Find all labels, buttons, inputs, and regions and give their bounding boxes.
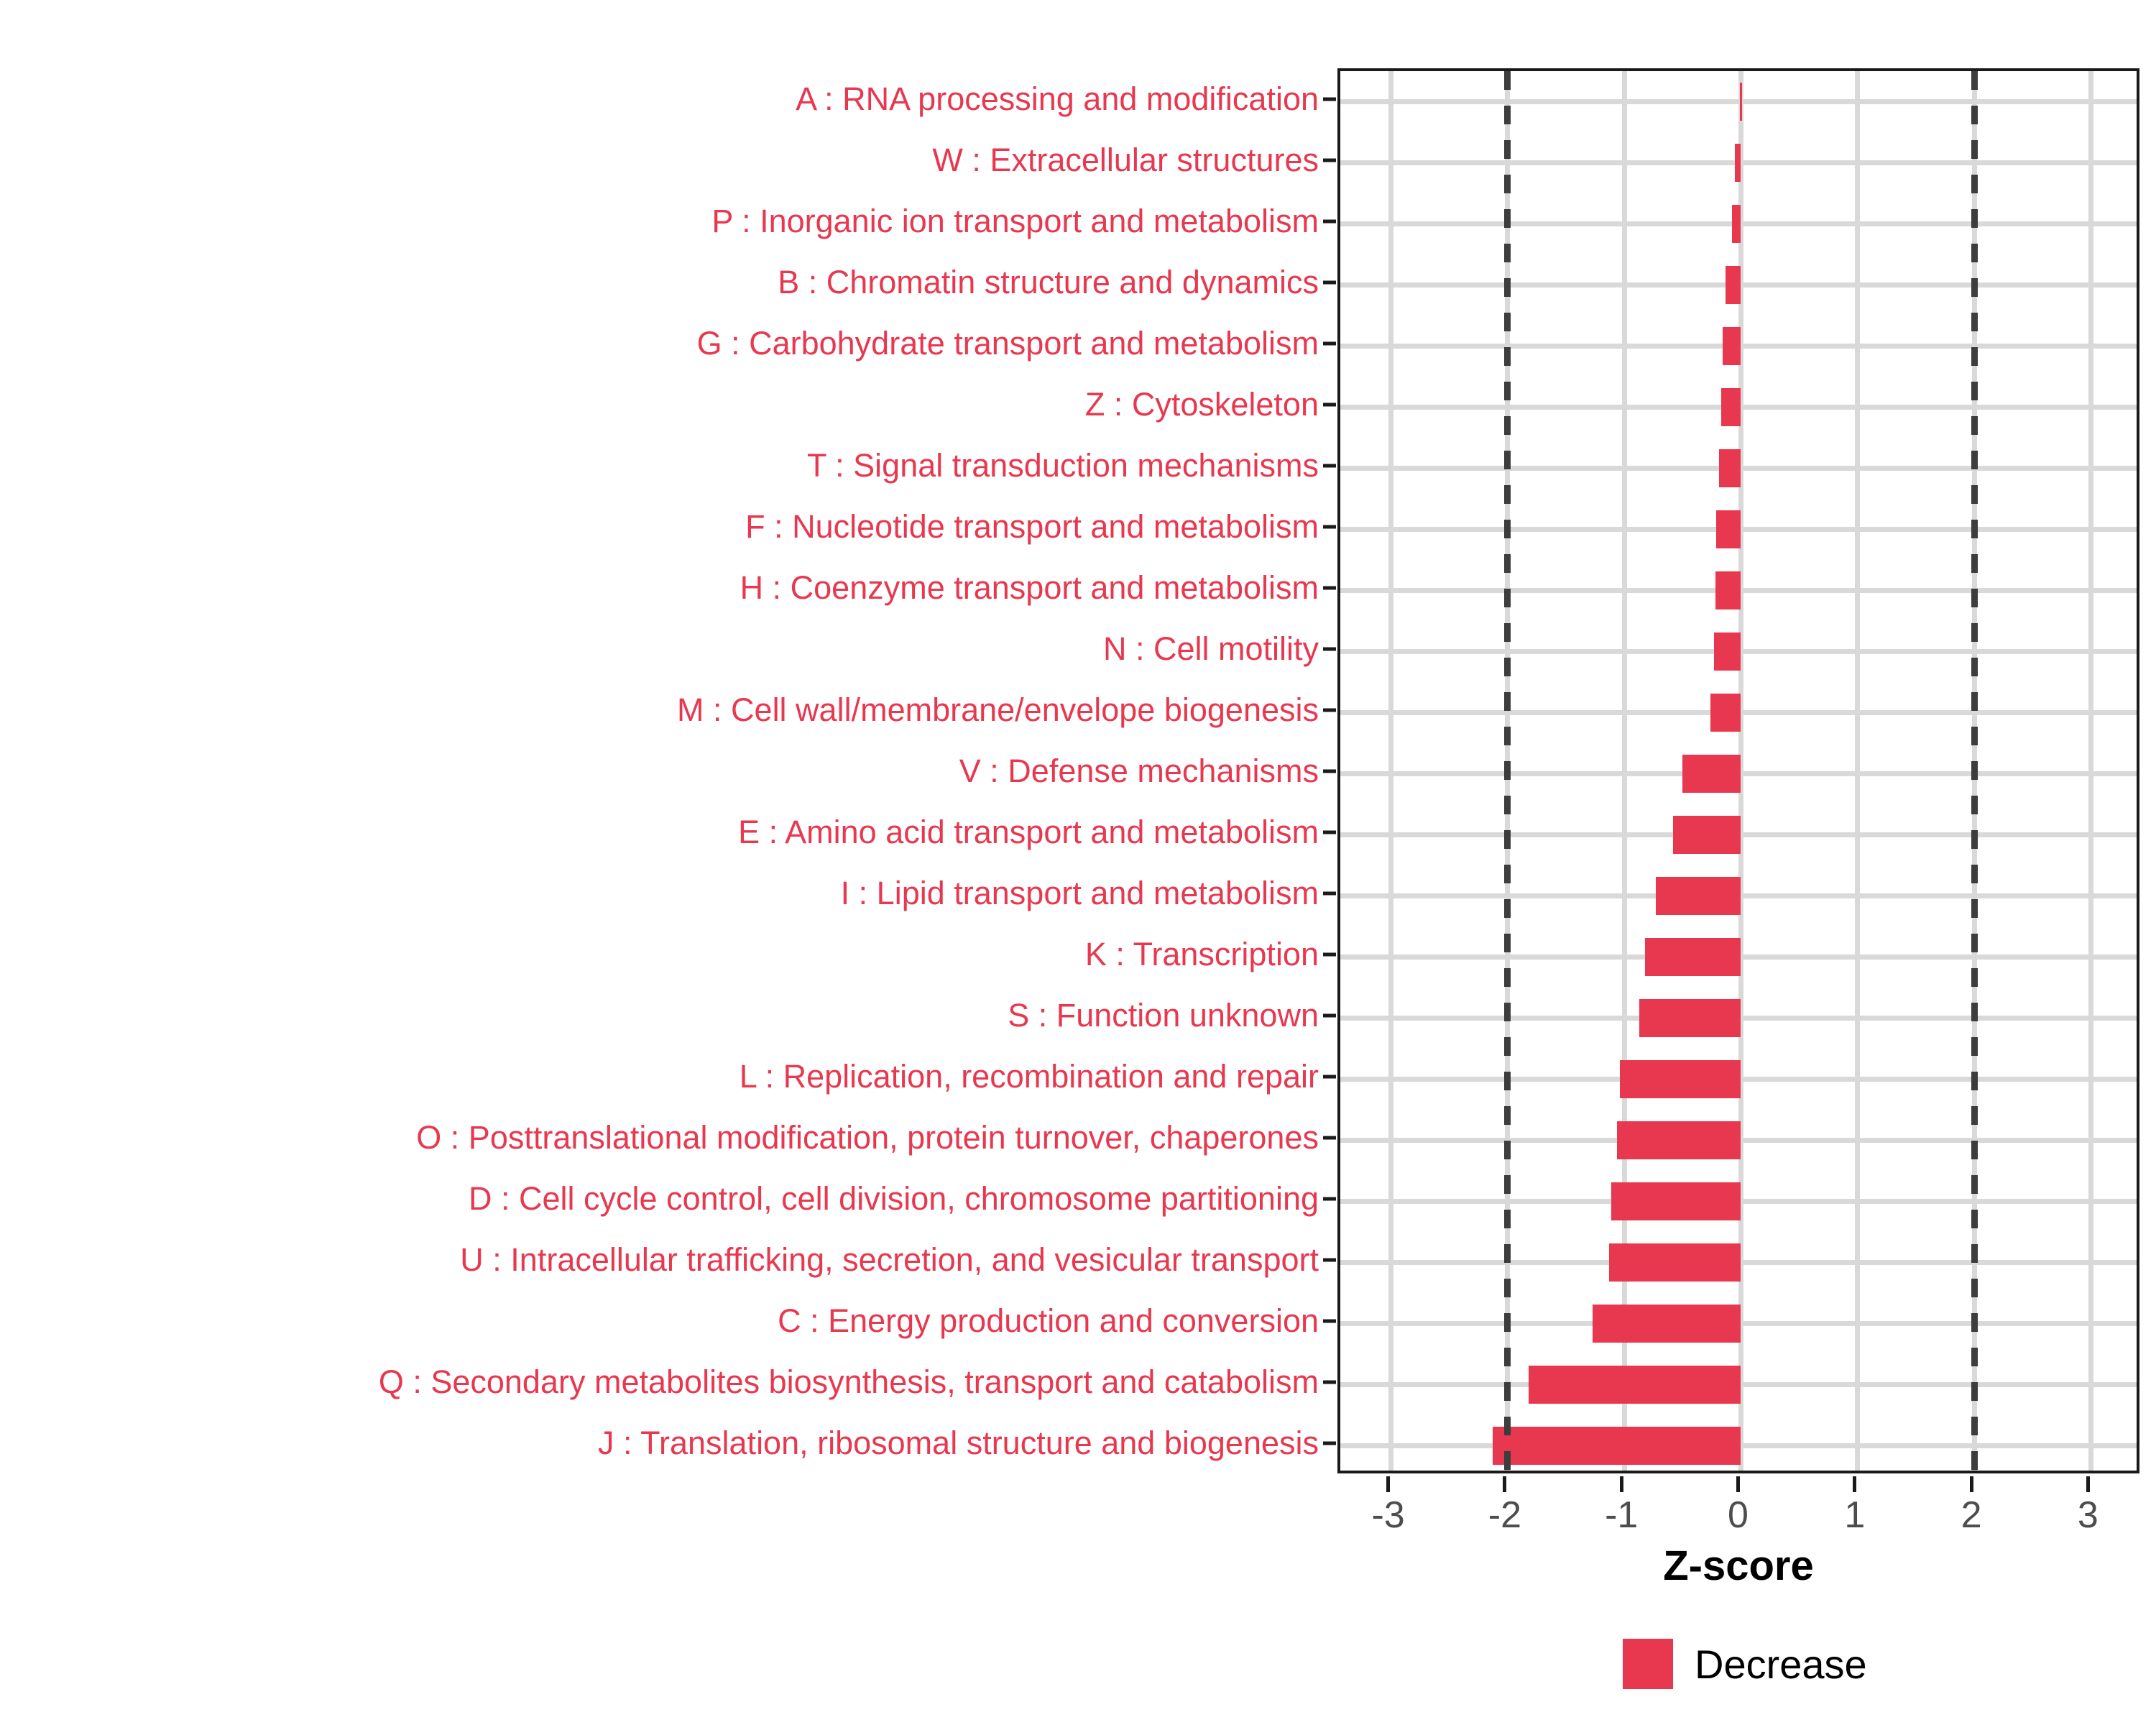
y-axis-label: D : Cell cycle control, cell division, c… bbox=[469, 1179, 1319, 1217]
bar bbox=[1609, 1243, 1741, 1282]
y-axis-label: L : Replication, recombination and repai… bbox=[739, 1057, 1319, 1095]
y-axis-label: H : Coenzyme transport and metabolism bbox=[740, 569, 1319, 606]
bar bbox=[1715, 571, 1741, 610]
y-axis-tick bbox=[1323, 402, 1336, 406]
x-axis-tick bbox=[1853, 1476, 1857, 1492]
y-axis-label: Q : Secondary metabolites biosynthesis, … bbox=[378, 1363, 1319, 1400]
y-axis-label: S : Function unknown bbox=[1008, 996, 1319, 1034]
y-axis-tick bbox=[1323, 1136, 1336, 1139]
y-axis-tick bbox=[1323, 830, 1336, 834]
x-axis-tick bbox=[1386, 1476, 1391, 1492]
x-axis-tick-label: 3 bbox=[2077, 1494, 2099, 1536]
bar bbox=[1722, 327, 1741, 365]
y-axis-label: F : Nucleotide transport and metabolism bbox=[745, 507, 1319, 545]
x-axis-tick-label: 0 bbox=[1728, 1494, 1749, 1536]
horizontal-gridline bbox=[1340, 99, 2137, 104]
y-axis-label: T : Signal transduction mechanisms bbox=[806, 446, 1319, 484]
bar bbox=[1619, 1060, 1741, 1098]
bar bbox=[1645, 938, 1741, 976]
y-axis-tick bbox=[1323, 1441, 1336, 1445]
x-axis-tick-label: 2 bbox=[1961, 1494, 1982, 1536]
bar bbox=[1718, 449, 1741, 487]
legend: Decrease bbox=[1623, 1639, 1867, 1689]
bar bbox=[1639, 999, 1741, 1037]
y-axis-label: N : Cell motility bbox=[1102, 630, 1319, 667]
y-axis-tick bbox=[1323, 952, 1336, 956]
bar bbox=[1492, 1427, 1741, 1465]
threshold-line bbox=[1971, 71, 1978, 1471]
y-axis-tick bbox=[1323, 1075, 1336, 1078]
y-axis-tick bbox=[1323, 1013, 1336, 1017]
x-axis-tick bbox=[1969, 1476, 1973, 1492]
y-axis-label: I : Lipid transport and metabolism bbox=[840, 874, 1319, 911]
bar bbox=[1710, 694, 1741, 732]
bar bbox=[1731, 205, 1741, 243]
y-axis-label: U : Intracellular trafficking, secretion… bbox=[460, 1241, 1319, 1278]
y-axis-tick bbox=[1323, 1319, 1336, 1322]
bar bbox=[1656, 877, 1741, 915]
bar bbox=[1682, 755, 1741, 793]
x-axis-tick-label: -1 bbox=[1605, 1494, 1639, 1536]
plot-panel bbox=[1337, 68, 2139, 1473]
bar bbox=[1726, 266, 1741, 304]
y-axis-label: P : Inorganic ion transport and metaboli… bbox=[711, 202, 1319, 239]
y-axis-label: K : Transcription bbox=[1084, 935, 1319, 972]
x-axis-tick bbox=[1619, 1476, 1623, 1492]
y-axis-tick bbox=[1323, 1380, 1336, 1384]
y-axis-tick bbox=[1323, 158, 1336, 162]
vertical-gridline bbox=[2088, 71, 2093, 1471]
y-axis-tick bbox=[1323, 464, 1336, 467]
x-axis-tick-label: 1 bbox=[1844, 1494, 1866, 1536]
threshold-line bbox=[1504, 71, 1511, 1471]
bar bbox=[1529, 1366, 1741, 1404]
y-axis-label: B : Chromatin structure and dynamics bbox=[778, 263, 1319, 300]
vertical-gridline bbox=[1388, 71, 1394, 1471]
y-axis-label: O : Posttranslational modification, prot… bbox=[416, 1118, 1319, 1156]
y-axis-label: M : Cell wall/membrane/envelope biogenes… bbox=[677, 691, 1319, 728]
y-axis-tick bbox=[1323, 219, 1336, 223]
y-axis-tick bbox=[1323, 280, 1336, 284]
bar bbox=[1739, 83, 1742, 121]
bar bbox=[1720, 388, 1741, 426]
x-axis-tick bbox=[1736, 1476, 1740, 1492]
y-axis-label: Z : Cytoskeleton bbox=[1084, 385, 1319, 423]
vertical-gridline bbox=[1855, 71, 1861, 1471]
y-axis-tick bbox=[1323, 525, 1336, 528]
vertical-gridline bbox=[1621, 71, 1627, 1471]
bar bbox=[1714, 632, 1741, 671]
y-axis-tick bbox=[1323, 647, 1336, 650]
bar bbox=[1611, 1182, 1741, 1220]
y-axis-label: C : Energy production and conversion bbox=[778, 1302, 1319, 1339]
y-axis-tick bbox=[1323, 1197, 1336, 1200]
x-axis-title: Z-score bbox=[1663, 1542, 1814, 1589]
y-axis-label: J : Translation, ribosomal structure and… bbox=[597, 1424, 1319, 1461]
y-axis-tick bbox=[1323, 708, 1336, 712]
y-axis-tick bbox=[1323, 97, 1336, 101]
x-axis-tick bbox=[2086, 1476, 2090, 1492]
y-axis-label: G : Carbohydrate transport and metabolis… bbox=[696, 324, 1319, 362]
y-axis-tick bbox=[1323, 891, 1336, 895]
bar bbox=[1617, 1121, 1741, 1159]
x-axis-tick bbox=[1503, 1476, 1507, 1492]
y-axis-label: A : RNA processing and modification bbox=[796, 80, 1319, 117]
x-axis-tick-label: -2 bbox=[1488, 1494, 1522, 1536]
y-axis-label: W : Extracellular structures bbox=[932, 141, 1319, 178]
y-axis-tick bbox=[1323, 1258, 1336, 1261]
legend-label-decrease: Decrease bbox=[1695, 1641, 1867, 1687]
x-axis-tick-label: -3 bbox=[1371, 1494, 1405, 1536]
bar bbox=[1593, 1305, 1741, 1343]
bar bbox=[1673, 816, 1741, 854]
y-axis-tick bbox=[1323, 769, 1336, 773]
y-axis-tick bbox=[1323, 341, 1336, 345]
bar bbox=[1716, 510, 1741, 548]
y-axis-tick bbox=[1323, 586, 1336, 589]
y-axis-label: E : Amino acid transport and metabolism bbox=[738, 813, 1319, 850]
bar bbox=[1735, 144, 1741, 182]
vertical-gridline bbox=[1738, 71, 1743, 1471]
y-axis-label: V : Defense mechanisms bbox=[959, 752, 1319, 789]
legend-swatch-decrease bbox=[1623, 1639, 1673, 1689]
